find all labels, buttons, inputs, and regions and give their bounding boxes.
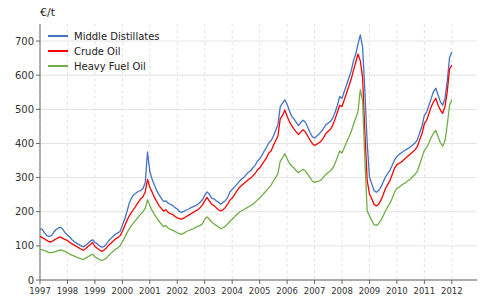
x-tick-label: 1999 <box>84 286 106 296</box>
x-tick-label: 2009 <box>359 286 381 296</box>
y-tick <box>36 143 40 144</box>
chart-title: €/t <box>40 6 56 19</box>
y-tick-label: 200 <box>15 206 34 217</box>
y-tick <box>36 245 40 246</box>
x-tick <box>369 280 370 284</box>
x-tick <box>232 280 233 284</box>
legend-swatch <box>48 35 68 37</box>
y-tick <box>36 280 40 281</box>
y-tick <box>36 109 40 110</box>
x-tick-label: 2006 <box>276 286 298 296</box>
y-tick <box>36 211 40 212</box>
y-grid-line <box>40 211 477 212</box>
x-tick <box>396 280 397 284</box>
y-grid-line <box>40 280 477 281</box>
chart-svg: 0 100 200 300 400 500 600 700 1997 1998 1999 2000 20… <box>0 0 493 304</box>
x-tick <box>177 280 178 284</box>
y-tick-label: 300 <box>15 172 34 183</box>
x-tick-label: 1998 <box>57 286 79 296</box>
legend-swatch <box>48 50 68 52</box>
x-tick <box>259 280 260 284</box>
x-tick-label: 2008 <box>331 286 353 296</box>
x-tick <box>122 280 123 284</box>
x-tick-label: 2005 <box>249 286 271 296</box>
axes: 0 100 200 300 400 500 600 700 1997 1998 1999 2000 20… <box>15 24 477 296</box>
series-line <box>40 35 452 247</box>
y-grid-line <box>40 109 477 110</box>
x-tick-label: 2011 <box>414 286 436 296</box>
x-grid-line <box>287 24 288 280</box>
plot-area <box>40 35 452 261</box>
x-grid-line <box>451 24 452 280</box>
x-tick <box>149 280 150 284</box>
x-grid-line <box>177 24 178 280</box>
x-tick <box>287 280 288 284</box>
x-grid-line <box>40 24 41 280</box>
x-grid-line <box>396 24 397 280</box>
legend-label: Middle Distillates <box>74 31 160 42</box>
y-grid-line <box>40 143 477 144</box>
x-axis-line <box>40 280 477 281</box>
x-tick-label: 2002 <box>166 286 188 296</box>
y-tick-label: 0 <box>28 275 34 286</box>
x-tick-label: 1997 <box>29 286 51 296</box>
legend-label: Heavy Fuel Oil <box>74 61 146 72</box>
x-grid-line <box>259 24 260 280</box>
x-tick <box>67 280 68 284</box>
legend-label: Crude Oil <box>74 46 121 57</box>
x-tick-label: 2010 <box>386 286 408 296</box>
y-tick-label: 100 <box>15 240 34 251</box>
x-grid-line <box>314 24 315 280</box>
x-tick <box>204 280 205 284</box>
x-tick <box>40 280 41 284</box>
legend: Middle Distillates Crude Oil Heavy Fuel Oi… <box>48 31 160 72</box>
y-tick <box>36 41 40 42</box>
y-tick-label: 600 <box>15 70 34 81</box>
x-tick <box>451 280 452 284</box>
x-tick-label: 2003 <box>194 286 216 296</box>
grid <box>40 24 477 280</box>
y-tick <box>36 75 40 76</box>
x-tick-label: 2004 <box>221 286 243 296</box>
chart-container: 0 100 200 300 400 500 600 700 1997 1998 1999 2000 20… <box>0 0 493 304</box>
x-tick <box>424 280 425 284</box>
y-tick-label: 400 <box>15 138 34 149</box>
y-tick <box>36 177 40 178</box>
x-grid-line <box>232 24 233 280</box>
x-tick <box>94 280 95 284</box>
y-tick-label: 500 <box>15 104 34 115</box>
x-tick-label: 2001 <box>139 286 161 296</box>
series-line <box>40 54 452 251</box>
x-tick-label: 2012 <box>441 286 463 296</box>
x-grid-line <box>67 24 68 280</box>
x-grid-line <box>204 24 205 280</box>
y-tick-label: 700 <box>15 36 34 47</box>
x-tick-label: 2000 <box>112 286 134 296</box>
x-tick <box>342 280 343 284</box>
y-axis-line <box>40 24 41 280</box>
legend-swatch <box>48 65 68 67</box>
series-line <box>40 90 452 261</box>
x-tick-label: 2007 <box>304 286 326 296</box>
x-grid-line <box>149 24 150 280</box>
x-tick <box>314 280 315 284</box>
x-grid-line <box>369 24 370 280</box>
y-grid-line <box>40 75 477 76</box>
